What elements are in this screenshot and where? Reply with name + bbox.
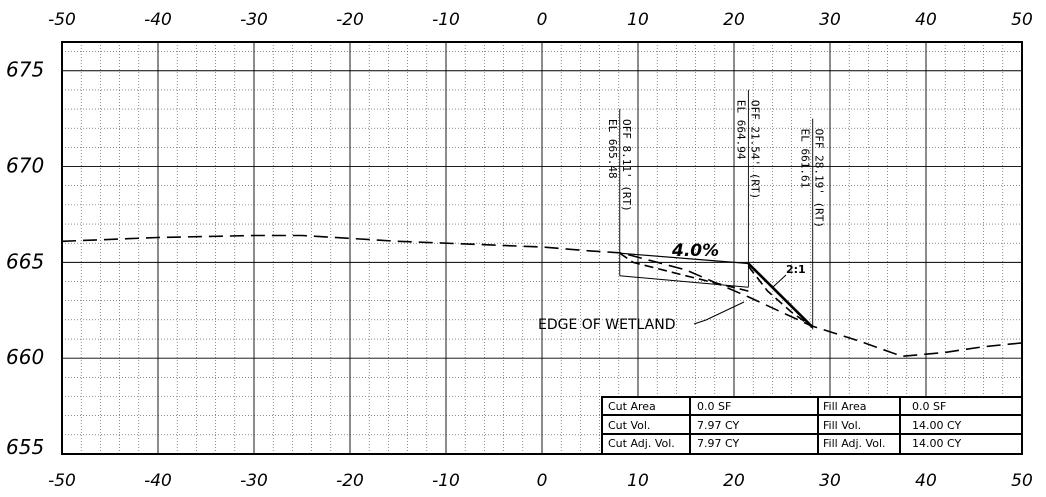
x-tick-label-top: -30	[240, 10, 268, 30]
table-cell: 7.97 CY	[697, 437, 739, 450]
slope-segment	[747, 262, 814, 329]
base-line	[619, 275, 749, 288]
table-cell: 7.97 CY	[697, 419, 739, 432]
x-tick-label-bottom: 50	[1011, 471, 1033, 491]
callout-elevation-label: EL 664.94	[734, 100, 747, 160]
x-tick-label-bottom: 10	[627, 471, 649, 491]
y-axis-ticks: 655 660 665 670 675	[6, 58, 44, 459]
callout-offset-label: OFF 21.54' (RT)	[748, 100, 761, 199]
table-cell: 0.0 SF	[912, 400, 946, 413]
table-cell: 0.0 SF	[697, 400, 731, 413]
slope-leader	[772, 274, 787, 288]
profile-lines	[61, 234, 1023, 358]
table-cell: Fill Area	[823, 400, 867, 413]
x-tick-label-bottom: 40	[915, 471, 937, 491]
x-tick-label-bottom: -50	[48, 471, 76, 491]
x-tick-label-top: 0	[537, 10, 548, 30]
x-tick-label-bottom: -20	[336, 471, 364, 491]
x-tick-label-bottom: -10	[432, 471, 460, 491]
y-tick-label: 655	[6, 435, 44, 459]
callout-offset-label: OFF 8.11' (RT)	[620, 119, 633, 212]
x-tick-label-top: -40	[144, 10, 172, 30]
plot-frame	[61, 41, 1023, 455]
wetland-leader	[693, 301, 745, 325]
proposed-dashed-line	[619, 252, 749, 292]
existing-ground-line	[61, 234, 1023, 358]
grade-label: 4.0%	[671, 241, 719, 261]
x-tick-label-bottom: 0	[537, 471, 548, 491]
offset-callouts: OFF 8.11' (RT)EL 665.48 OFF 21.54' (RT)EL…	[606, 89, 826, 330]
x-axis-bottom-ticks: -50 -40 -30 -20 -10 0 10 20 30 40 50	[48, 471, 1033, 491]
x-tick-label-bottom: 30	[819, 471, 841, 491]
callout-offset-label: OFF 28.19' (RT)	[813, 129, 826, 228]
volume-table: Cut Area 0.0 SF Fill Area 0.0 SF Cut Vol…	[601, 396, 1023, 455]
x-tick-label-bottom: -40	[144, 471, 172, 491]
callout-elevation-label: EL 661.61	[799, 129, 812, 189]
y-tick-label: 675	[6, 58, 44, 82]
x-tick-label-top: 20	[723, 10, 745, 30]
table-cell: Cut Area	[608, 400, 656, 413]
y-tick-label: 660	[6, 345, 44, 369]
table-cell: Cut Vol.	[608, 419, 650, 432]
y-tick-label: 665	[6, 249, 44, 273]
x-tick-label-bottom: -30	[240, 471, 268, 491]
x-tick-label-top: 50	[1011, 10, 1033, 30]
y-tick-label: 670	[6, 154, 44, 178]
proposed-dashed-line	[747, 265, 814, 328]
table-cell: Cut Adj. Vol.	[608, 437, 675, 450]
table-cell: 14.00 CY	[912, 419, 961, 432]
x-tick-label-top: 30	[819, 10, 841, 30]
x-tick-label-top: -20	[336, 10, 364, 30]
volume-table-border	[601, 396, 1023, 455]
x-tick-label-top: -10	[432, 10, 460, 30]
slope-label: 2:1	[786, 263, 806, 276]
major-grid	[62, 42, 1022, 454]
table-cell: 14.00 CY	[912, 437, 961, 450]
x-tick-label-top: 40	[915, 10, 937, 30]
table-cell: Fill Adj. Vol.	[823, 437, 886, 450]
volume-table-background	[602, 397, 1022, 454]
x-tick-label-bottom: 20	[723, 471, 745, 491]
x-tick-label-top: 10	[627, 10, 649, 30]
table-cell: Fill Vol.	[823, 419, 861, 432]
x-tick-label-top: -50	[48, 10, 76, 30]
callout-elevation-label: EL 665.48	[606, 119, 619, 179]
wetland-label: EDGE OF WETLAND	[538, 317, 675, 333]
x-axis-top-ticks: -50 -40 -30 -20 -10 0 10 20 30 40 50	[48, 10, 1033, 30]
